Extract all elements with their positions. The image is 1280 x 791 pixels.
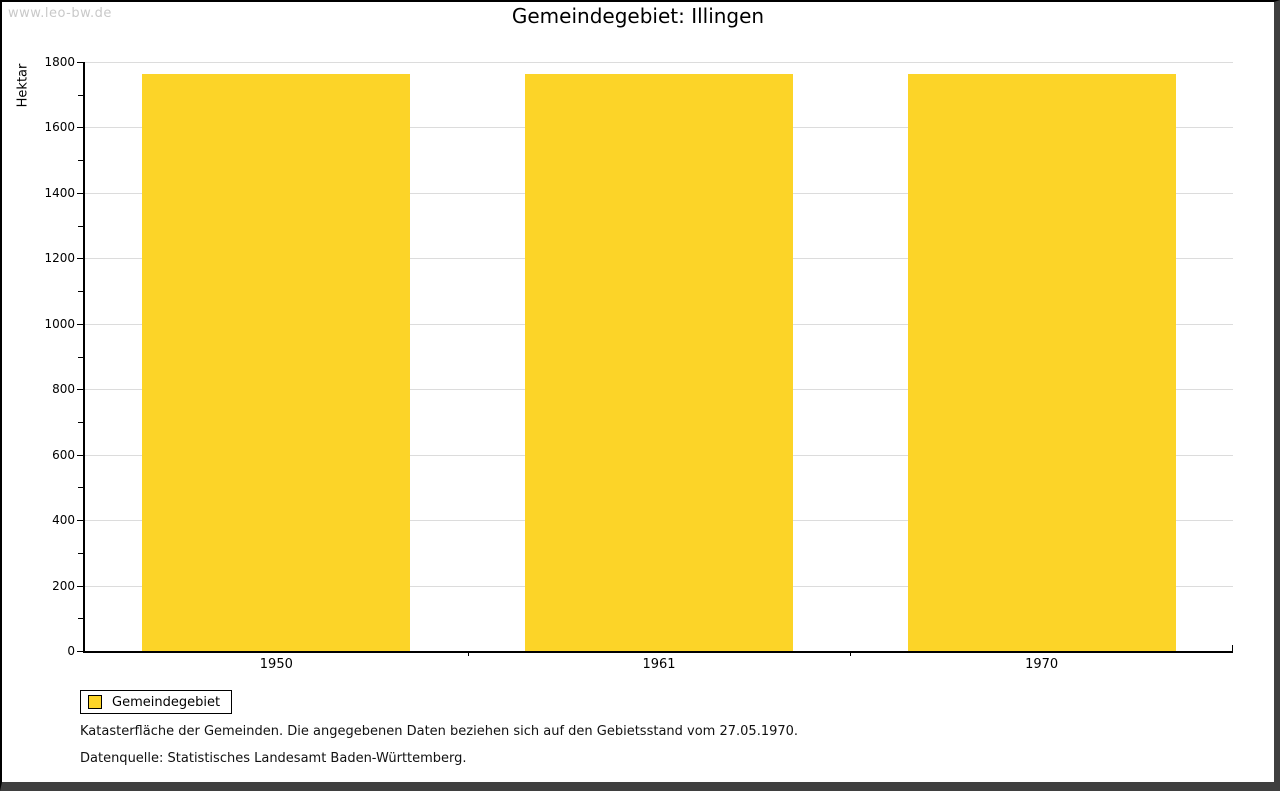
y-axis-major-tick bbox=[77, 454, 83, 456]
y-axis-minor-tick bbox=[78, 618, 83, 620]
bar-1961 bbox=[525, 73, 793, 651]
x-tick-label: 1961 bbox=[642, 657, 676, 672]
y-tick-label: 1000 bbox=[44, 316, 75, 331]
y-tick-label: 400 bbox=[52, 513, 75, 528]
y-axis-label: Hektar bbox=[15, 63, 31, 108]
bar-1970 bbox=[907, 73, 1176, 651]
legend-label: Gemeindegebiet bbox=[112, 694, 221, 710]
x-tick-label: 1950 bbox=[259, 657, 293, 672]
y-axis-minor-tick bbox=[78, 356, 83, 358]
bar-1950 bbox=[142, 73, 411, 651]
legend-swatch bbox=[88, 695, 102, 709]
y-axis-major-tick bbox=[77, 585, 83, 587]
x-axis-boundary-tick bbox=[467, 651, 469, 656]
y-tick-label: 200 bbox=[52, 578, 75, 593]
y-axis-minor-tick bbox=[78, 421, 83, 423]
y-axis-major-tick bbox=[77, 62, 83, 63]
footnote-gebietsstand: Katasterfläche der Gemeinden. Die angege… bbox=[80, 724, 799, 739]
y-tick-label: 0 bbox=[67, 644, 75, 658]
x-axis-end-cap bbox=[1232, 645, 1233, 651]
y-axis-major-tick bbox=[77, 323, 83, 325]
y-axis-major-tick bbox=[77, 192, 83, 194]
y-axis-major-tick bbox=[77, 389, 83, 391]
y-tick-label: 1600 bbox=[44, 120, 75, 135]
legend: Gemeindegebiet bbox=[80, 690, 233, 714]
y-tick-label: 1200 bbox=[44, 251, 75, 266]
y-tick-label: 1400 bbox=[44, 185, 75, 200]
x-tick-label: 1970 bbox=[1025, 657, 1059, 672]
footnote-datenquelle: Datenquelle: Statistisches Landesamt Bad… bbox=[80, 751, 467, 766]
y-axis-minor-tick bbox=[78, 552, 83, 554]
y-axis-minor-tick bbox=[78, 487, 83, 489]
y-axis-major-tick bbox=[77, 520, 83, 522]
y-tick-label: 600 bbox=[52, 447, 75, 462]
x-axis-boundary-tick bbox=[850, 651, 852, 656]
y-tick-label: 1800 bbox=[44, 55, 75, 69]
y-axis-major-tick bbox=[77, 127, 83, 129]
y-axis-major-tick bbox=[77, 651, 83, 652]
y-axis-minor-tick bbox=[78, 94, 83, 96]
y-tick-label: 800 bbox=[52, 382, 75, 397]
y-axis-minor-tick bbox=[78, 225, 83, 227]
y-axis-major-tick bbox=[77, 258, 83, 260]
y-axis-minor-tick bbox=[78, 160, 83, 162]
y-gridline bbox=[85, 62, 1233, 63]
y-axis-minor-tick bbox=[78, 291, 83, 293]
chart-title: Gemeindegebiet: Illingen bbox=[511, 4, 765, 28]
plot-area: 0 200 400 600 800 1000 1200 1400 1600 1800 1950 196… bbox=[44, 55, 1233, 672]
watermark: www.leo-bw.de bbox=[8, 6, 112, 21]
